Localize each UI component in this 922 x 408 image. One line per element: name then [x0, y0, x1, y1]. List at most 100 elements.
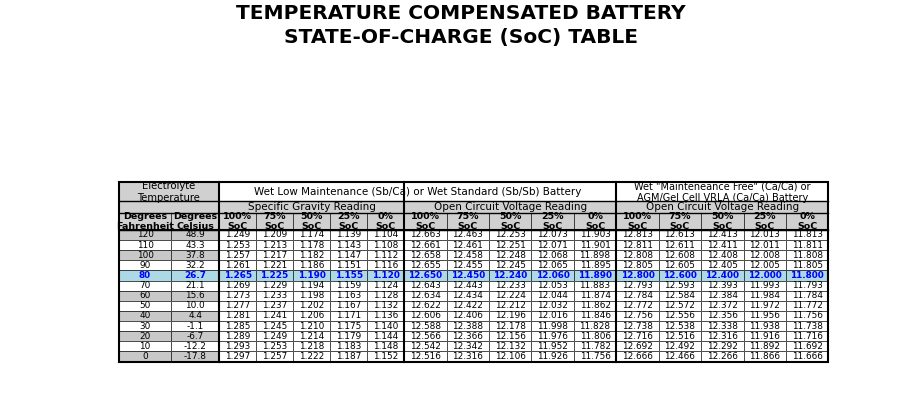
- Bar: [330, 351, 367, 361]
- Text: 70: 70: [139, 281, 150, 290]
- Bar: [489, 250, 531, 260]
- Text: 1.190: 1.190: [298, 271, 325, 280]
- Bar: [658, 351, 701, 361]
- Text: 11.756: 11.756: [580, 352, 610, 361]
- Bar: [573, 250, 616, 260]
- Text: 12.316: 12.316: [453, 352, 483, 361]
- Bar: [658, 290, 701, 301]
- Text: 1.104: 1.104: [373, 231, 398, 239]
- Bar: [219, 341, 256, 351]
- Bar: [330, 240, 367, 250]
- Bar: [330, 301, 367, 311]
- Bar: [256, 331, 293, 341]
- Text: 12.011: 12.011: [750, 241, 780, 250]
- Text: 12.292: 12.292: [707, 342, 738, 351]
- Text: 43.3: 43.3: [185, 241, 205, 250]
- Bar: [616, 321, 658, 331]
- Bar: [658, 311, 701, 321]
- Bar: [743, 250, 786, 260]
- Bar: [489, 281, 531, 290]
- Text: 12.800: 12.800: [621, 271, 655, 280]
- Bar: [616, 311, 658, 321]
- Bar: [616, 250, 658, 260]
- Bar: [446, 250, 489, 260]
- Text: 1.143: 1.143: [336, 241, 361, 250]
- Bar: [256, 260, 293, 271]
- Text: Wet "Mainteneance Free" (Ca/Ca) or
AGM/Gel Cell VRLA (Ca/Ca) Battery: Wet "Mainteneance Free" (Ca/Ca) or AGM/G…: [634, 181, 810, 203]
- Bar: [446, 281, 489, 290]
- Text: 12.793: 12.793: [622, 281, 653, 290]
- Bar: [743, 351, 786, 361]
- Bar: [701, 301, 743, 311]
- Bar: [293, 331, 330, 341]
- Bar: [404, 341, 446, 351]
- Bar: [404, 311, 446, 321]
- Text: 1.202: 1.202: [299, 302, 325, 310]
- Text: 11.666: 11.666: [792, 352, 822, 361]
- Bar: [743, 230, 786, 240]
- Bar: [330, 230, 367, 240]
- Bar: [531, 301, 573, 311]
- Bar: [330, 341, 367, 351]
- Bar: [293, 271, 330, 281]
- Bar: [531, 331, 573, 341]
- Bar: [330, 281, 367, 290]
- Bar: [616, 290, 658, 301]
- Text: 12.032: 12.032: [538, 302, 568, 310]
- Bar: [616, 301, 658, 311]
- Bar: [367, 271, 404, 281]
- Text: 32.2: 32.2: [185, 261, 205, 270]
- Bar: [446, 230, 489, 240]
- Text: 12.016: 12.016: [538, 311, 568, 321]
- Bar: [573, 271, 616, 281]
- Bar: [367, 301, 404, 311]
- Bar: [616, 321, 658, 331]
- Bar: [573, 321, 616, 331]
- Bar: [404, 230, 446, 240]
- Bar: [531, 351, 573, 361]
- Text: 12.372: 12.372: [707, 302, 738, 310]
- Text: 1.175: 1.175: [336, 322, 361, 330]
- Bar: [119, 182, 828, 361]
- Bar: [489, 321, 531, 331]
- Bar: [743, 341, 786, 351]
- Bar: [616, 201, 828, 213]
- Text: 12.156: 12.156: [495, 332, 526, 341]
- Bar: [119, 301, 171, 311]
- Bar: [573, 311, 616, 321]
- Bar: [119, 341, 171, 351]
- Bar: [658, 341, 701, 351]
- Text: 12.666: 12.666: [622, 352, 653, 361]
- Text: 1.183: 1.183: [336, 342, 361, 351]
- Text: 11.793: 11.793: [792, 281, 822, 290]
- Bar: [743, 341, 786, 351]
- Text: Open Circuit Voltage Reading: Open Circuit Voltage Reading: [433, 202, 586, 212]
- Text: 1.277: 1.277: [225, 302, 250, 310]
- Text: 1.147: 1.147: [336, 251, 361, 260]
- Bar: [743, 281, 786, 290]
- Text: 12.811: 12.811: [622, 241, 653, 250]
- Bar: [293, 301, 330, 311]
- Bar: [786, 230, 828, 240]
- Text: 120: 120: [136, 231, 153, 239]
- Bar: [171, 250, 219, 260]
- Bar: [743, 331, 786, 341]
- Text: 4.4: 4.4: [188, 311, 202, 321]
- Bar: [256, 250, 293, 260]
- Text: 12.613: 12.613: [665, 231, 695, 239]
- Text: 25%
SoC: 25% SoC: [541, 212, 564, 231]
- Text: 0%
SoC: 0% SoC: [375, 212, 396, 231]
- Text: 21.1: 21.1: [185, 281, 205, 290]
- Text: 1.155: 1.155: [335, 271, 362, 280]
- Bar: [119, 311, 171, 321]
- Text: 11.813: 11.813: [792, 231, 822, 239]
- Bar: [330, 250, 367, 260]
- Text: 25%
SoC: 25% SoC: [753, 212, 776, 231]
- Bar: [367, 250, 404, 260]
- Bar: [171, 301, 219, 311]
- Bar: [658, 250, 701, 260]
- Bar: [701, 260, 743, 271]
- Bar: [786, 281, 828, 290]
- Text: Degrees
Fahrenheit: Degrees Fahrenheit: [116, 212, 174, 231]
- Bar: [616, 341, 658, 351]
